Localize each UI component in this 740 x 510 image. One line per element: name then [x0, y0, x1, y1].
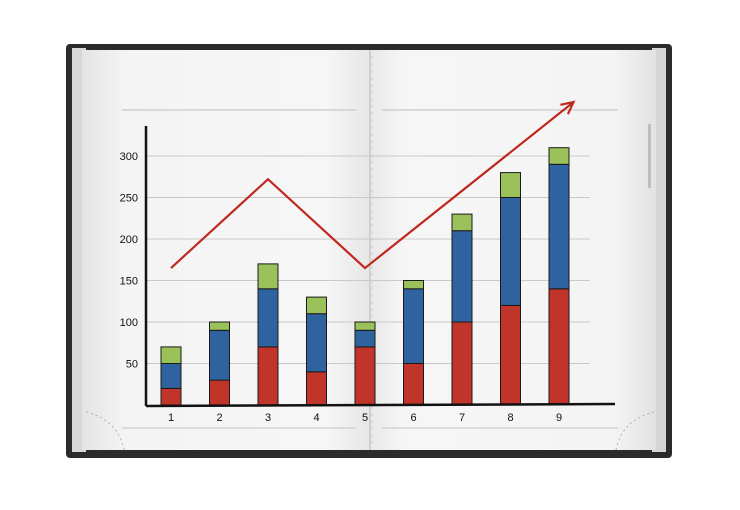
bar-segment	[257, 346, 279, 406]
x-tick-label: 8	[507, 412, 513, 424]
bar-segment	[500, 197, 521, 306]
bar-segment	[500, 304, 521, 406]
y-tick-label: 100	[120, 317, 138, 329]
y-tick-labels: 50 100 150 200 250 300	[120, 151, 138, 371]
bar-segment	[500, 172, 521, 199]
x-tick-labels: 1 2 3 4 5 6 7 8 9	[168, 412, 562, 424]
y-tick-label: 200	[120, 234, 138, 246]
bar-segment	[548, 147, 570, 165]
bar-segment	[209, 329, 230, 381]
bar-segment	[306, 371, 327, 406]
bar-segment	[403, 363, 424, 406]
bar-segment	[354, 321, 376, 331]
bar-segment	[451, 321, 473, 406]
chart: 50 100 150 200 250 300 1 2 3 4 5 6 7 8 9	[120, 100, 616, 424]
bar-segment	[209, 379, 230, 406]
bar-segment	[160, 346, 182, 364]
bar-segment	[354, 329, 376, 348]
y-tick-label: 50	[126, 359, 138, 371]
bar-segment	[306, 313, 327, 373]
x-tick-label: 3	[265, 412, 271, 424]
x-axis	[145, 402, 616, 408]
bar-segment	[451, 213, 473, 232]
trend-arrowhead	[560, 100, 576, 115]
bar-segment	[403, 280, 424, 290]
bar-segment	[354, 346, 376, 406]
x-tick-label: 4	[313, 412, 319, 424]
y-tick-label: 250	[120, 193, 138, 205]
bar-segment	[306, 296, 327, 315]
x-tick-label: 7	[459, 412, 465, 424]
x-tick-label: 5	[362, 412, 368, 424]
page-corner-left	[85, 411, 125, 451]
x-tick-label: 1	[168, 412, 174, 424]
bar-segment	[160, 387, 182, 406]
x-tick-label: 2	[216, 412, 222, 424]
bar-segment	[209, 321, 230, 331]
bar-segment	[403, 288, 424, 364]
trend-arrow	[170, 100, 576, 270]
y-tick-label: 300	[120, 151, 138, 163]
bar-segment	[257, 288, 279, 348]
bar-segment	[160, 363, 182, 389]
x-tick-label: 6	[410, 412, 416, 424]
bars	[160, 147, 570, 406]
bookmark-slot	[648, 124, 651, 188]
page-corner-right	[615, 411, 655, 451]
bar-segment	[548, 163, 570, 290]
y-tick-label: 150	[120, 276, 138, 288]
bar-segment	[548, 288, 570, 406]
bar-segment	[451, 230, 473, 323]
trend-line	[170, 101, 575, 270]
bar-segment	[257, 263, 279, 290]
x-tick-label: 9	[556, 412, 562, 424]
